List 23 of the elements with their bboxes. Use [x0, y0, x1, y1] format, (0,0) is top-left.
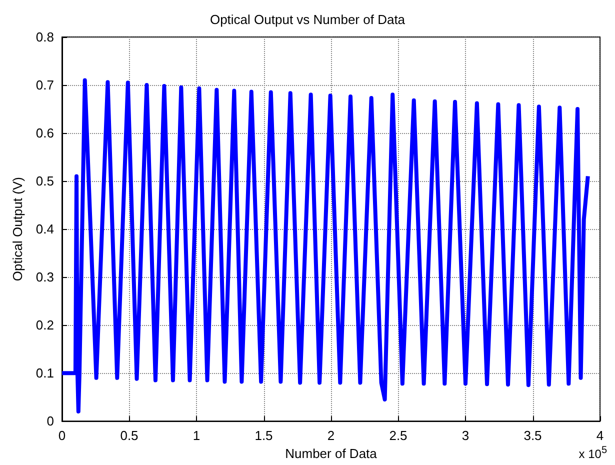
x-tick-label: 1.5: [254, 428, 273, 444]
y-tick-label: 0.2: [36, 318, 54, 333]
y-tick-label: 0: [46, 414, 54, 429]
chart-title: Optical Output vs Number of Data: [210, 12, 406, 27]
y-tick-label: 0.4: [36, 222, 54, 237]
y-axis-title: Optical Output (V): [10, 177, 25, 282]
line-series: [60, 78, 590, 414]
y-tick-label: 0.8: [36, 30, 54, 44]
y-tick-label: 0.7: [36, 78, 54, 93]
y-tick-label: 0.5: [36, 174, 54, 189]
x-tick-label: 2: [327, 428, 335, 444]
y-tick-label: 0.6: [36, 126, 54, 141]
y-tick-label: 0.3: [36, 270, 54, 285]
x-tick-label: 3: [462, 428, 470, 444]
text: x 10$^{5}$: [578, 445, 607, 461]
x-tick-label: 0.5: [120, 428, 138, 444]
y-tick-label: 0.1: [36, 366, 54, 381]
x-tick-label: 0: [58, 428, 66, 444]
x-tick-label: 4: [596, 428, 604, 444]
x-tick-label: 1: [192, 428, 200, 444]
x-tick-label: 3.5: [524, 428, 542, 444]
x-tick-label: 2.5: [389, 428, 408, 444]
x-axis-title: Number of Data: [285, 446, 378, 461]
